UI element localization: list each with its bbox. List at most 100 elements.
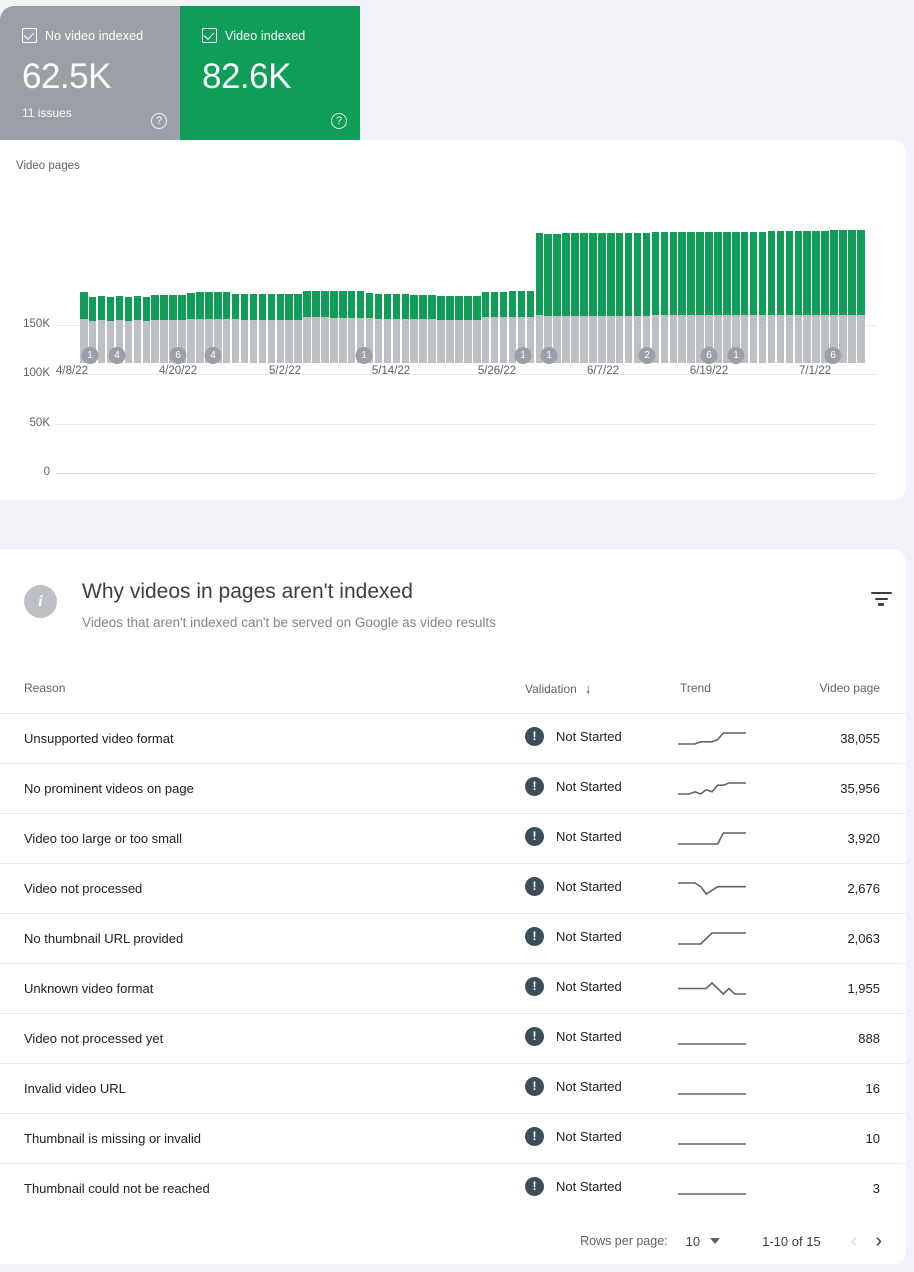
chart-bar[interactable]	[80, 291, 88, 363]
chart-bar[interactable]	[499, 291, 508, 363]
chart-bar[interactable]	[526, 291, 535, 363]
table-row[interactable]: Video not processed! Not Started 2,676	[0, 863, 906, 913]
chart-bar[interactable]	[821, 230, 829, 363]
chart-bar[interactable]	[740, 231, 749, 363]
chart-bar[interactable]	[589, 232, 597, 363]
chart-bar[interactable]	[455, 295, 463, 363]
chart-bar[interactable]	[374, 293, 383, 363]
chart-bar[interactable]	[705, 231, 713, 363]
chart-issue-badge[interactable]: 1	[355, 347, 373, 364]
chart-bar[interactable]	[178, 294, 186, 363]
table-row[interactable]: Invalid video URL! Not Started 16	[0, 1063, 906, 1113]
chart-bar[interactable]	[606, 232, 615, 363]
chart-bar[interactable]	[187, 293, 195, 363]
chart-bar[interactable]	[347, 291, 356, 363]
chart-bar[interactable]	[794, 231, 803, 363]
chart-bar[interactable]	[160, 295, 168, 363]
chart-issue-badge[interactable]: 6	[824, 347, 842, 364]
chart-bar[interactable]	[696, 232, 704, 363]
chart-bar[interactable]	[285, 294, 293, 363]
chart-bar[interactable]	[115, 295, 124, 363]
summary-card-video-indexed[interactable]: Video indexed 82.6K ?	[180, 6, 360, 140]
table-row[interactable]: Video too large or too small! Not Started…	[0, 813, 906, 863]
chart-bar[interactable]	[151, 295, 159, 363]
chart-bar[interactable]	[258, 294, 267, 363]
chevron-down-icon[interactable]	[710, 1238, 721, 1244]
chart-bar[interactable]	[785, 231, 794, 363]
checkbox-video-indexed[interactable]	[202, 28, 217, 43]
chart-bar[interactable]	[580, 233, 588, 363]
chart-bar[interactable]	[723, 231, 731, 363]
chart-bar[interactable]	[758, 231, 767, 363]
previous-page-button[interactable]: ‹	[850, 1229, 858, 1252]
chart-bar[interactable]	[544, 233, 552, 363]
table-row[interactable]: Unsupported video format! Not Started 38,0…	[0, 713, 906, 763]
chart-bar[interactable]	[732, 231, 740, 363]
chart-bar[interactable]	[321, 290, 329, 363]
chart-bar[interactable]	[383, 293, 392, 363]
chart-bar[interactable]	[356, 291, 365, 363]
rows-per-page-value[interactable]: 10	[685, 1233, 701, 1249]
next-page-button[interactable]: ›	[875, 1229, 882, 1252]
chart-bar[interactable]	[714, 231, 722, 363]
chart-bar[interactable]	[133, 295, 142, 363]
chart-bar[interactable]	[392, 293, 401, 363]
table-row[interactable]: No prominent videos on page! Not Started 3…	[0, 763, 906, 813]
chart-issue-badge[interactable]: 6	[700, 347, 718, 364]
chart-issue-badge[interactable]: 1	[727, 347, 745, 364]
chart-bar[interactable]	[615, 232, 624, 363]
help-icon[interactable]: ?	[151, 113, 167, 129]
column-header-validation[interactable]: Validation ↓	[525, 681, 591, 696]
chart-bar[interactable]	[410, 294, 418, 363]
chart-bar[interactable]	[749, 231, 758, 363]
chart-bar[interactable]	[339, 291, 347, 363]
chart-bar[interactable]	[124, 296, 133, 363]
chart-bar[interactable]	[365, 292, 374, 363]
chart-issue-badge[interactable]: 2	[638, 347, 656, 364]
chart-bar[interactable]	[437, 295, 445, 363]
chart-bar[interactable]	[240, 294, 249, 363]
chart-bar[interactable]	[857, 229, 865, 363]
chart-bar[interactable]	[196, 292, 204, 363]
chart-bar[interactable]	[428, 294, 436, 363]
chart-bar[interactable]	[678, 232, 686, 363]
chart-bar[interactable]	[446, 295, 454, 363]
chart-bar[interactable]	[687, 232, 695, 363]
table-row[interactable]: Thumbnail is missing or invalid! Not Star…	[0, 1113, 906, 1163]
chart-bar[interactable]	[660, 232, 669, 363]
chart-bar[interactable]	[419, 294, 427, 363]
chart-bar[interactable]	[294, 294, 302, 363]
chart-bar[interactable]	[776, 231, 785, 363]
chart-bar[interactable]	[812, 230, 820, 363]
chart-bar[interactable]	[767, 231, 776, 363]
chart-bar[interactable]	[651, 232, 660, 363]
chart-bar[interactable]	[249, 294, 258, 363]
chart-bar[interactable]	[562, 233, 570, 363]
chart-bar[interactable]	[312, 290, 320, 363]
chart-bar[interactable]	[571, 233, 579, 363]
checkbox-no-video-indexed[interactable]	[22, 28, 37, 43]
table-row[interactable]: Unknown video format! Not Started 1,955	[0, 963, 906, 1013]
chart-bar[interactable]	[169, 294, 177, 363]
chart-bar[interactable]	[669, 232, 678, 363]
chart-bar[interactable]	[88, 296, 97, 363]
chart-issue-badge[interactable]: 1	[81, 347, 99, 364]
column-header-trend[interactable]: Trend	[680, 681, 711, 695]
chart-bar[interactable]	[303, 290, 311, 363]
chart-bar[interactable]	[267, 294, 276, 363]
chart-bar[interactable]	[839, 230, 847, 363]
chart-bar[interactable]	[553, 233, 561, 363]
chart-bar[interactable]	[464, 295, 472, 363]
chart-bar[interactable]	[330, 291, 338, 363]
table-row[interactable]: Video not processed yet! Not Started 888	[0, 1013, 906, 1063]
chart-bar[interactable]	[517, 291, 526, 363]
chart-issue-badge[interactable]: 4	[108, 347, 126, 364]
chart-bar[interactable]	[231, 293, 240, 363]
chart-bar[interactable]	[830, 230, 838, 363]
chart-issue-badge[interactable]: 4	[204, 347, 222, 364]
chart-bar[interactable]	[490, 291, 499, 363]
help-icon[interactable]: ?	[331, 113, 347, 129]
chart-bar[interactable]	[401, 293, 410, 363]
chart-bar[interactable]	[642, 233, 651, 363]
chart-bar[interactable]	[205, 292, 213, 363]
